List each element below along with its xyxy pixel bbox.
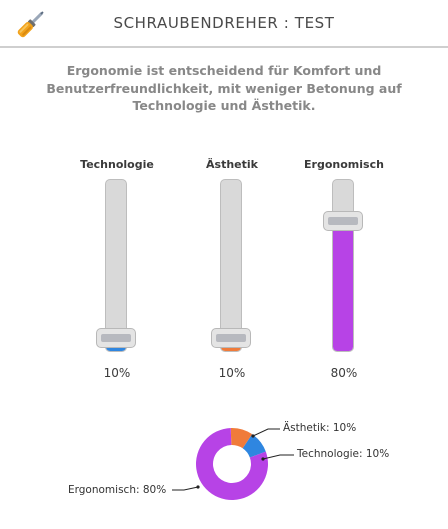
- slider-track[interactable]: [332, 179, 354, 352]
- screwdriver-icon: [17, 11, 44, 38]
- leader-aesthetik: [252, 428, 280, 437]
- slider-handle[interactable]: [211, 328, 251, 348]
- slider-aesthetik: Ästhetik 10%: [182, 158, 282, 388]
- slider-value: 80%: [330, 366, 358, 380]
- description-text: Ergonomie ist entscheidend für Komfort u…: [46, 63, 402, 113]
- pie-slice-technologie: [242, 434, 266, 458]
- pie-label-aesthetik: Ästhetik: 10%: [283, 422, 357, 434]
- pie-slice-aesthetik: [230, 428, 253, 449]
- slider-label: Ergonomisch: [304, 158, 384, 171]
- slider-value: 10%: [103, 366, 131, 380]
- page-title: SCHRAUBENDREHER : TEST: [113, 14, 335, 32]
- handle-grip: [101, 334, 131, 342]
- leader-ergonomisch: [172, 486, 199, 491]
- leader-ergonomisch-dot: [196, 485, 200, 489]
- slider-label: Technologie: [80, 158, 154, 171]
- donut-chart-svg: [172, 428, 294, 500]
- handle-grip: [216, 334, 246, 342]
- donut-chart: Ästhetik: 10% Technologie: 10% Ergonomis…: [0, 405, 448, 529]
- leader-technologie-dot: [261, 457, 265, 461]
- slider-technologie: Technologie 10%: [67, 158, 167, 388]
- pie-label-ergonomisch: Ergonomisch: 80%: [68, 484, 167, 496]
- slider-value: 10%: [218, 366, 246, 380]
- slider-ergonomisch: Ergonomisch 80%: [294, 158, 394, 388]
- handle-grip: [328, 216, 358, 225]
- pie-label-technologie: Technologie: 10%: [297, 448, 390, 460]
- slider-track[interactable]: [105, 179, 127, 352]
- slider-track[interactable]: [220, 179, 242, 352]
- leader-aesthetik-dot: [251, 434, 255, 438]
- leader-technologie: [262, 454, 294, 460]
- slider-fill: [333, 225, 353, 351]
- pie-slice-ergonomisch: [196, 428, 268, 500]
- slider-handle[interactable]: [96, 328, 136, 348]
- slider-handle[interactable]: [323, 210, 363, 231]
- slider-label: Ästhetik: [206, 158, 258, 171]
- header: SCHRAUBENDREHER : TEST: [0, 0, 448, 48]
